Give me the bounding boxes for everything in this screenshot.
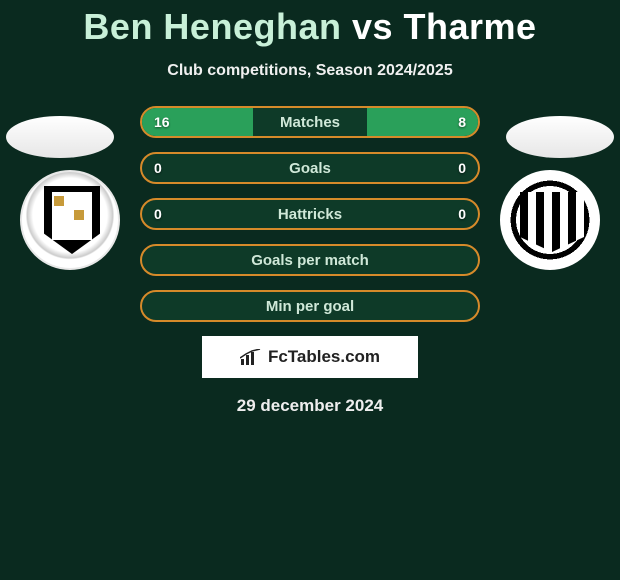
player1-avatar [6,116,114,158]
stat-row-goals: 0 Goals 0 [140,152,480,184]
chart-icon [240,349,262,365]
stat-row-matches: 16 Matches 8 [140,106,480,138]
right-value: 0 [458,160,466,176]
left-value: 16 [154,114,170,130]
stat-row-hattricks: 0 Hattricks 0 [140,198,480,230]
subtitle: Club competitions, Season 2024/2025 [0,62,620,80]
stat-label: Min per goal [266,298,354,315]
left-value: 0 [154,160,162,176]
date-text: 29 december 2024 [0,396,620,416]
branding-tag[interactable]: FcTables.com [202,336,418,378]
right-value: 8 [458,114,466,130]
vs-text: vs [341,6,403,47]
left-value: 0 [154,206,162,222]
grimsby-town-badge [500,170,600,270]
branding-text: FcTables.com [268,347,380,367]
page-title: Ben Heneghan vs Tharme [0,6,620,48]
stat-label: Hattricks [278,206,342,223]
stat-row-goals-per-match: Goals per match [140,244,480,276]
player2-name: Tharme [404,6,537,47]
stat-row-min-per-goal: Min per goal [140,290,480,322]
player1-name: Ben Heneghan [83,6,341,47]
stat-label: Goals [289,160,331,177]
port-vale-badge [20,170,120,270]
right-value: 0 [458,206,466,222]
player2-avatar [506,116,614,158]
stat-label: Matches [280,114,340,131]
stat-label: Goals per match [251,252,369,269]
comparison-widget: Ben Heneghan vs Tharme Club competitions… [0,0,620,416]
stats-panel: 16 Matches 8 0 Goals 0 0 Hattricks 0 Goa… [140,106,480,322]
